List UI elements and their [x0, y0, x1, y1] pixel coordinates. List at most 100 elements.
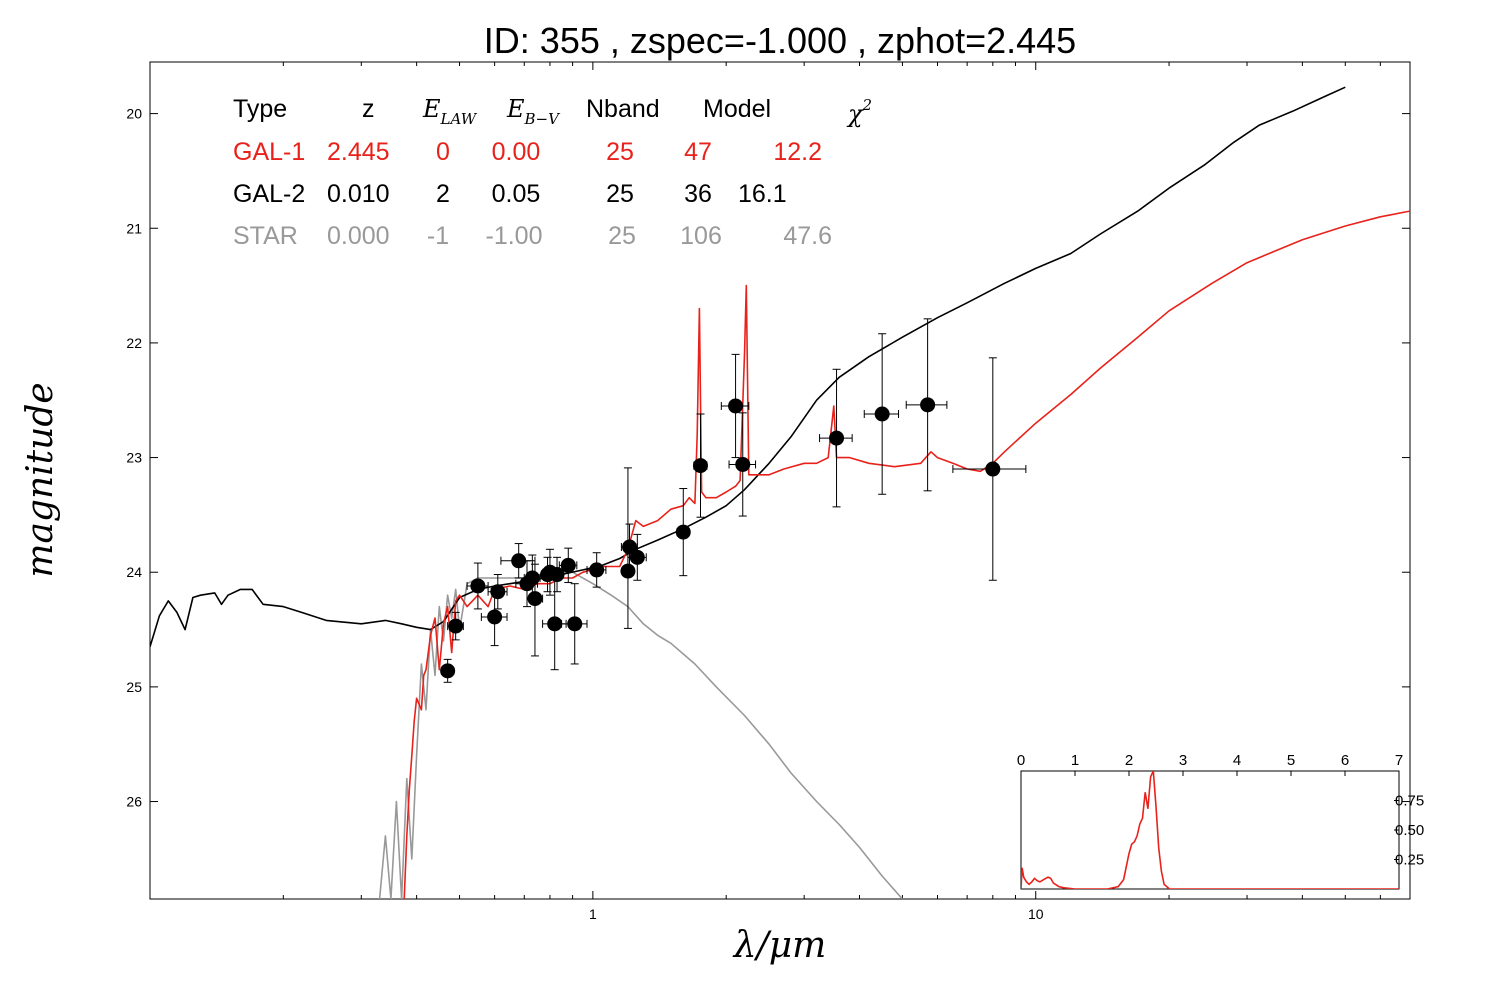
legend-header-chi2: χ2: [846, 96, 872, 128]
legend-header-nband: Nband: [586, 95, 660, 123]
inset-pdz-curve: [1021, 771, 1399, 889]
legend-header-chi-main: χ: [846, 100, 864, 128]
photometry-point: [558, 547, 578, 584]
photometry-marker: [874, 406, 890, 422]
legend-cell-chi2: 12.2: [773, 138, 822, 166]
legend-header-elaw-main: E: [422, 95, 441, 123]
legend-cell-type: GAL-1: [233, 138, 305, 166]
legend-header-chi-sup: 2: [862, 96, 873, 114]
legend-cell-type: STAR: [233, 222, 298, 250]
legend-cell-elaw: -1: [427, 222, 449, 250]
photometry-point: [905, 318, 948, 492]
y-tick-label: 25: [126, 679, 142, 695]
legend-header-ebv-main: E: [506, 95, 525, 123]
photometry-points: [440, 318, 1027, 683]
legend-cell-z: 0.000: [327, 222, 390, 250]
photometry-point: [549, 556, 565, 593]
pdz-line: [1021, 771, 1399, 889]
x-tick-label: 10: [1028, 906, 1044, 922]
photometry-marker: [524, 570, 540, 586]
photometry-marker: [589, 562, 605, 578]
photometry-point: [863, 333, 900, 495]
legend-cell-ebv: 0.05: [492, 180, 541, 208]
legend-cell-model: 106: [680, 222, 722, 250]
legend-cell-nband: 25: [606, 138, 634, 166]
photometry-point: [819, 368, 853, 508]
photometry-marker: [829, 430, 845, 446]
photometry-point: [675, 488, 691, 577]
photometry-marker: [487, 609, 503, 625]
legend-cell-chi2: 47.6: [783, 222, 832, 250]
inset-x-tick-label: 4: [1233, 752, 1241, 769]
photometry-marker: [735, 456, 751, 472]
photometry-point: [561, 583, 588, 665]
legend-cell-nband: 25: [606, 180, 634, 208]
photometry-point: [526, 563, 544, 657]
legend-cell-z: 0.010: [327, 180, 390, 208]
legend-header-z: z: [362, 95, 375, 123]
legend-row-gal2: GAL-2 0.010 2 0.05 25 36 16.1: [233, 180, 787, 208]
photometry-point: [586, 552, 607, 588]
y-tick-label: 24: [126, 564, 142, 580]
photometry-marker: [547, 616, 563, 632]
photometry-marker: [511, 553, 527, 569]
inset-x-tick-label: 6: [1341, 752, 1349, 769]
photometry-point: [627, 533, 647, 581]
photometry-marker: [629, 549, 645, 565]
x-tick-label: 1: [589, 906, 597, 922]
gal2-model-line: [150, 86, 1346, 648]
photometry-marker: [620, 563, 636, 579]
inset-y-tick-label: 0.25: [1395, 852, 1424, 869]
photometry-marker: [985, 461, 1001, 477]
inset-x-tick-label: 2: [1125, 752, 1133, 769]
legend-cell-chi2: 16.1: [738, 180, 787, 208]
legend-cell-type: GAL-2: [233, 180, 305, 208]
y-axis-label: magnitude: [20, 382, 61, 577]
photometry-marker: [693, 458, 709, 474]
legend-cell-z: 2.445: [327, 138, 390, 166]
photometry-marker: [567, 616, 583, 632]
photometry-marker: [675, 524, 691, 540]
figure-title: ID: 355 , zspec=-1.000 , zphot=2.445: [484, 20, 1076, 61]
gal1-model-line: [403, 210, 1410, 899]
photometry-point: [720, 353, 750, 459]
plot-frame: [149, 61, 1411, 900]
photometry-marker: [470, 578, 486, 594]
x-axis-label: λ/μm: [732, 925, 826, 966]
photometry-marker: [728, 398, 744, 414]
legend-cell-ebv: -1.00: [486, 222, 543, 250]
photometry-point: [728, 412, 757, 517]
y-tick-label: 22: [126, 335, 142, 351]
photometry-point: [693, 413, 709, 518]
legend-header-ebv: EB−V: [506, 95, 561, 128]
legend-header-type: Type: [233, 95, 287, 123]
inset-x-tick-label: 7: [1395, 752, 1403, 769]
legend-header-elaw: ELAW: [422, 95, 478, 128]
photometry-point: [447, 611, 464, 641]
photometry-marker: [920, 397, 936, 413]
photometry-point: [440, 658, 456, 683]
legend-row-gal1: GAL-1 2.445 0 0.00 25 47 12.2: [233, 138, 822, 166]
legend-header-ebv-sub: B−V: [524, 110, 562, 128]
legend-row-star: STAR 0.000 -1 -1.00 25 106 47.6: [233, 222, 832, 250]
model-spectra: [150, 86, 1410, 899]
pdz-inset: 0 1 2 3 4 5 6 7 0.25 0.50 0.75: [1017, 752, 1424, 890]
inset-frame: [1020, 770, 1400, 890]
legend-cell-model: 47: [684, 138, 712, 166]
y-tick-label: 20: [126, 106, 142, 122]
photometry-point: [952, 357, 1027, 581]
photometry-marker: [527, 591, 543, 607]
inset-y-tick-label: 0.75: [1395, 793, 1424, 810]
photometry-marker: [549, 567, 565, 583]
inset-y-tick-label: 0.50: [1395, 822, 1424, 839]
photometry-marker: [622, 539, 638, 555]
inset-x-tick-label: 5: [1287, 752, 1295, 769]
photometry-point: [487, 574, 508, 610]
inset-x-tick-label: 1: [1071, 752, 1079, 769]
photometry-marker: [490, 584, 506, 600]
star-model-line: [378, 571, 903, 899]
y-tick-label: 26: [126, 794, 142, 810]
legend-cell-ebv: 0.00: [492, 138, 541, 166]
